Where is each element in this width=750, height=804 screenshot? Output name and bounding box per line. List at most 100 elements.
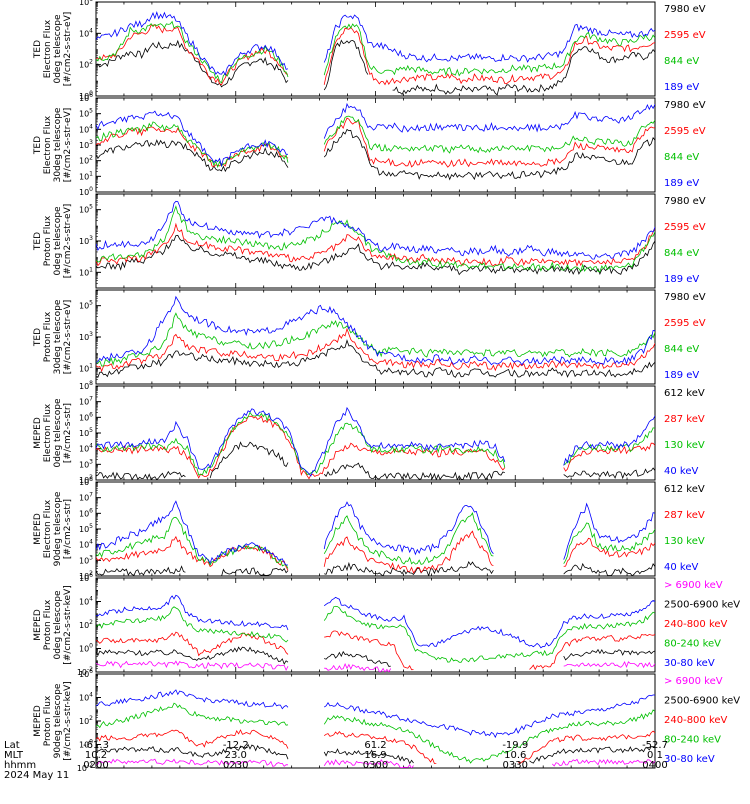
series-line-240-800-kev bbox=[96, 729, 655, 765]
y-axis-label: TEDElectron Flux0deg telescope[#/cm2-s-s… bbox=[33, 12, 73, 87]
y-tick-label: 101 bbox=[79, 362, 93, 373]
x-hhmm-label: 0400 bbox=[642, 760, 667, 771]
legend-label: > 6900 keV bbox=[664, 676, 723, 687]
legend-label: > 6900 keV bbox=[664, 580, 723, 591]
series-line-130-kev bbox=[96, 411, 655, 476]
y-tick-label: 106 bbox=[79, 668, 93, 679]
y-axis-label: MEPEDProton Flux0deg telescope[#/cm2-s-s… bbox=[33, 585, 73, 664]
legend-label: 240-800 keV bbox=[664, 715, 728, 726]
y-tick-label: 103 bbox=[79, 554, 93, 565]
y-tick-label: 103 bbox=[79, 331, 93, 342]
series-line-80-240-kev bbox=[96, 702, 655, 764]
legend-label: 7980 eV bbox=[664, 100, 706, 111]
x-lat-label: -19.9 bbox=[502, 740, 528, 751]
y-axis-label: MEPEDElectron Flux90deg telescope[#/cm2-… bbox=[33, 491, 73, 566]
y-tick-label: 100 bbox=[79, 186, 93, 197]
series-line-7980-ev bbox=[96, 234, 655, 276]
series-line-612-kev bbox=[96, 561, 655, 576]
y-tick-label: 104 bbox=[79, 539, 93, 550]
y-axis-label: TEDProton Flux30deg telescope[#/cm2-s-st… bbox=[33, 299, 73, 374]
y-axis-label: MEPEDElectron Flux0deg telescope[#/cm2-s… bbox=[33, 398, 73, 468]
y-axis-label: TEDElectron Flux30deg telescope[#/cm2-s-… bbox=[33, 107, 73, 182]
y-tick-label: 106 bbox=[79, 92, 93, 103]
y-tick-label: 101 bbox=[79, 266, 93, 277]
y-tick-label: 102 bbox=[79, 715, 93, 726]
legend-label: 2500-6900 keV bbox=[664, 696, 740, 707]
legend-label: 130 keV bbox=[664, 536, 705, 547]
x-lat-label: -52.7 bbox=[642, 740, 668, 751]
legend-label: 7980 eV bbox=[664, 196, 706, 207]
y-tick-label: 105 bbox=[79, 427, 93, 438]
y-tick-label: 102 bbox=[79, 619, 93, 630]
panel-1: 100 102 104 106 TEDElectron Flux0deg telesco… bbox=[33, 0, 706, 101]
y-tick-label: 106 bbox=[79, 0, 93, 7]
panel-3: 101 103 105 TEDProton Flux0deg telescope[#/… bbox=[33, 193, 706, 289]
y-tick-label: 104 bbox=[79, 596, 93, 607]
series-line-40-kev bbox=[96, 500, 655, 566]
series-line--6900-kev bbox=[96, 660, 655, 672]
legend-label: 2595 eV bbox=[664, 30, 706, 41]
y-tick-label: 103 bbox=[79, 235, 93, 246]
series-line-287-kev bbox=[96, 415, 655, 480]
legend-label: 612 keV bbox=[664, 388, 705, 399]
panel-6: 102 103 104 105 106 107 108 MEPEDElectron Flux9… bbox=[33, 476, 705, 581]
series-group bbox=[96, 102, 655, 181]
series-line-287-kev bbox=[96, 530, 655, 574]
y-tick-label: 107 bbox=[79, 492, 93, 503]
legend-label: 80-240 keV bbox=[664, 735, 721, 746]
legend-label: 189 eV bbox=[664, 370, 699, 381]
y-axis-label: MEPEDProton Flux90deg telescope[#/cm2-s-… bbox=[33, 681, 73, 760]
y-axis-label: TEDProton Flux0deg telescope[#/cm2-s-str… bbox=[33, 204, 73, 279]
x-mlt-label: 10.6 bbox=[504, 750, 526, 761]
y-tick-label: 104 bbox=[79, 123, 93, 134]
series-line-189-ev bbox=[96, 200, 655, 260]
y-tick-label: 107 bbox=[79, 396, 93, 407]
panel-frame bbox=[95, 97, 656, 193]
legend-label: 130 keV bbox=[664, 440, 705, 451]
series-group bbox=[96, 500, 655, 576]
legend-label: 844 eV bbox=[664, 152, 699, 163]
legend-label: 40 keV bbox=[664, 562, 698, 573]
panel-2: 100 101 102 103 104 105 106 TEDElectron Flux30d… bbox=[33, 92, 706, 197]
y-tick-label: 101 bbox=[79, 170, 93, 181]
series-line-7980-ev bbox=[96, 128, 655, 181]
legend-label: 844 eV bbox=[664, 56, 699, 67]
series-line-80-240-kev bbox=[96, 605, 655, 663]
series-line-2500-6900-kev bbox=[96, 646, 655, 667]
y-tick-label: 103 bbox=[79, 458, 93, 469]
y-tick-label: 106 bbox=[79, 572, 93, 583]
series-line-189-ev bbox=[96, 295, 655, 366]
legend-label: 189 eV bbox=[664, 274, 699, 285]
legend-label: 287 keV bbox=[664, 414, 705, 425]
series-group bbox=[96, 406, 655, 480]
legend-label: 80-240 keV bbox=[664, 639, 721, 650]
series-line-2595-ev bbox=[96, 327, 655, 373]
legend-label: 240-800 keV bbox=[664, 619, 728, 630]
x-lat-label: 61.2 bbox=[364, 740, 386, 751]
panel-8: 10-2 100 102 104 106 MEPEDProton Flux90deg te… bbox=[33, 668, 740, 773]
x-mlt-label: 0.1 bbox=[647, 750, 663, 761]
legend-label: 612 keV bbox=[664, 484, 705, 495]
y-tick-label: 104 bbox=[79, 692, 93, 703]
x-mlt-label: 23.0 bbox=[225, 750, 247, 761]
series-line-844-ev bbox=[96, 205, 655, 273]
series-line-612-kev bbox=[96, 441, 655, 480]
panel-5: 102 103 104 105 106 107 108 MEPEDElectron Flux0… bbox=[33, 380, 705, 485]
y-tick-label: 105 bbox=[79, 300, 93, 311]
x-mlt-label: 16.9 bbox=[364, 750, 386, 761]
x-lat-label: -12.2 bbox=[223, 740, 249, 751]
series-line-2595-ev bbox=[96, 222, 655, 267]
y-tick-label: 100 bbox=[79, 643, 93, 654]
x-hhmm-label: 0330 bbox=[503, 760, 528, 771]
y-tick-label: 102 bbox=[79, 59, 93, 70]
legend-label: 7980 eV bbox=[664, 292, 706, 303]
y-tick-label: 102 bbox=[79, 570, 93, 581]
legend-label: 2595 eV bbox=[664, 318, 706, 329]
series-line-189-ev bbox=[96, 102, 655, 168]
legend-label: 2595 eV bbox=[664, 222, 706, 233]
series-line-189-ev bbox=[96, 10, 655, 76]
legend-label: 7980 eV bbox=[664, 4, 706, 15]
x-row-label: 2024 May 11 bbox=[4, 770, 69, 781]
y-tick-label: 100 bbox=[79, 90, 93, 101]
